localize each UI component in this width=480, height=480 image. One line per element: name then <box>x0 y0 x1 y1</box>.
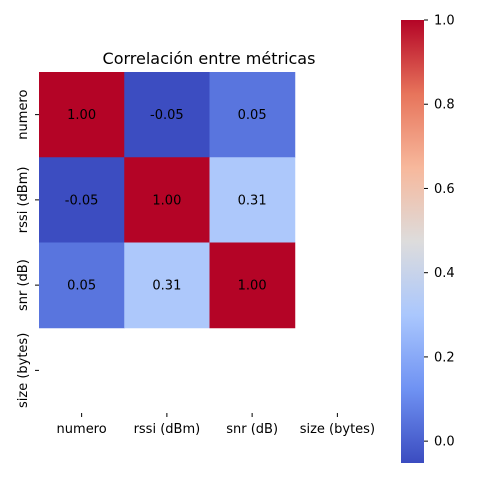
colorbar-gradient <box>401 20 424 463</box>
cell-value-label: 0.05 <box>238 108 267 123</box>
cell-value-label: -0.05 <box>150 108 184 123</box>
heatmap-cell <box>209 72 296 158</box>
x-tick-label: rssi (dBm) <box>134 422 201 437</box>
colorbar-tick-label: 0.2 <box>434 350 455 365</box>
x-tick-label: snr (dB) <box>226 422 278 437</box>
x-tick-label: numero <box>57 422 107 437</box>
heatmap-cell <box>209 157 296 243</box>
heatmap-cell <box>39 157 125 243</box>
heatmap-cell <box>124 157 210 243</box>
cell-value-label: -0.05 <box>65 193 99 208</box>
colorbar-tick-label: 0.8 <box>434 98 455 113</box>
heatmap-cell <box>39 242 125 329</box>
cell-value-label: 1.00 <box>152 193 181 208</box>
cell-value-label: 0.31 <box>238 193 267 208</box>
cell-value-label: 1.00 <box>238 279 267 294</box>
x-axis-ticks: numero rssi (dBm) snr (dB) size (bytes) <box>57 413 375 437</box>
heatmap-cell <box>39 72 125 158</box>
colorbar-tick-label: 0.4 <box>434 266 455 281</box>
x-tick-label: size (bytes) <box>300 422 375 437</box>
colorbar-tick-label: 1.0 <box>434 14 455 29</box>
heatmap-cell <box>124 72 210 158</box>
y-axis-ticks: numero rssi (dBm) snr (dB) size (bytes) <box>16 90 39 408</box>
colorbar-tick-label: 0.6 <box>434 182 455 197</box>
heatmap-grid: 1.00 -0.05 0.05 -0.05 1.00 0.31 0.05 0.31 1.00 <box>39 72 296 329</box>
y-tick-label: snr (dB) <box>16 259 31 311</box>
cell-value-label: 0.31 <box>152 279 181 294</box>
cell-value-label: 0.05 <box>67 279 96 294</box>
heatmap-cell <box>124 242 210 329</box>
colorbar-ticks: 0.0 0.2 0.4 0.6 0.8 1.0 <box>424 14 455 450</box>
y-tick-label: rssi (dBm) <box>16 167 31 234</box>
y-tick-label: numero <box>16 90 31 140</box>
cell-value-label: 1.00 <box>67 108 96 123</box>
colorbar: 0.0 0.2 0.4 0.6 0.8 1.0 <box>401 14 455 463</box>
y-tick-label: size (bytes) <box>16 333 31 408</box>
chart-title: Correlación entre métricas <box>103 49 316 68</box>
heatmap-cell <box>209 242 296 329</box>
colorbar-tick-label: 0.0 <box>434 435 455 450</box>
